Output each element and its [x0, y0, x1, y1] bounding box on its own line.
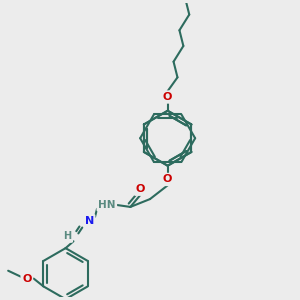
Text: O: O: [163, 174, 172, 184]
Text: O: O: [136, 184, 145, 194]
Text: HN: HN: [98, 200, 116, 210]
Text: O: O: [163, 92, 172, 102]
Text: O: O: [22, 274, 32, 284]
Text: H: H: [64, 231, 72, 242]
Text: N: N: [85, 216, 94, 226]
